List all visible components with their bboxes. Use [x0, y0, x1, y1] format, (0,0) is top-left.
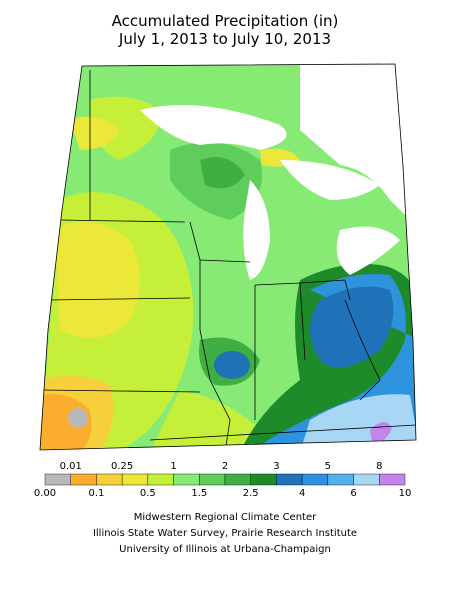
legend-label: 2 — [222, 461, 228, 472]
legend-label: 4 — [299, 488, 305, 499]
credit: Midwestern Regional Climate Center — [134, 512, 317, 523]
legend-swatch — [199, 473, 226, 486]
legend: 0.00 0.01 0.1 0.25 0.5 1 1.5 2 2.5 3 4 5 6 8 10 — [34, 461, 412, 499]
title: Accumulated Precipitation (in) — [112, 12, 339, 30]
legend-swatch — [276, 473, 303, 486]
legend-swatch — [44, 473, 71, 486]
legend-swatch — [250, 473, 277, 486]
legend-label: 6 — [350, 488, 356, 499]
legend-swatch — [70, 473, 97, 486]
legend-label: 1 — [170, 461, 176, 472]
legend-label: 1.5 — [191, 488, 207, 499]
legend-label: 0.00 — [34, 488, 56, 499]
legend-swatch — [301, 473, 329, 486]
credit: Illinois State Water Survey, Prairie Res… — [93, 528, 357, 539]
legend-swatch — [173, 473, 200, 486]
legend-swatch — [224, 473, 251, 486]
legend-label: 10 — [399, 488, 412, 499]
legend-swatch — [353, 473, 380, 486]
legend-label: 2.5 — [243, 488, 259, 499]
legend-label: 0.5 — [140, 488, 156, 499]
credit: University of Illinois at Urbana-Champai… — [119, 544, 331, 555]
legend-swatch — [147, 473, 174, 486]
legend-label: 3 — [273, 461, 279, 472]
legend-swatch — [121, 473, 149, 486]
legend-swatch — [379, 473, 406, 486]
legend-label: 0.01 — [60, 461, 82, 472]
legend-label: 5 — [325, 461, 331, 472]
legend-swatch — [327, 473, 354, 486]
precipitation-map — [40, 64, 416, 450]
map-frame — [39, 63, 417, 451]
legend-label: 0.1 — [88, 488, 104, 499]
legend-label: 0.25 — [111, 461, 133, 472]
legend-label: 8 — [376, 461, 382, 472]
legend-swatch — [96, 473, 123, 486]
subtitle: July 1, 2013 to July 10, 2013 — [118, 30, 331, 48]
